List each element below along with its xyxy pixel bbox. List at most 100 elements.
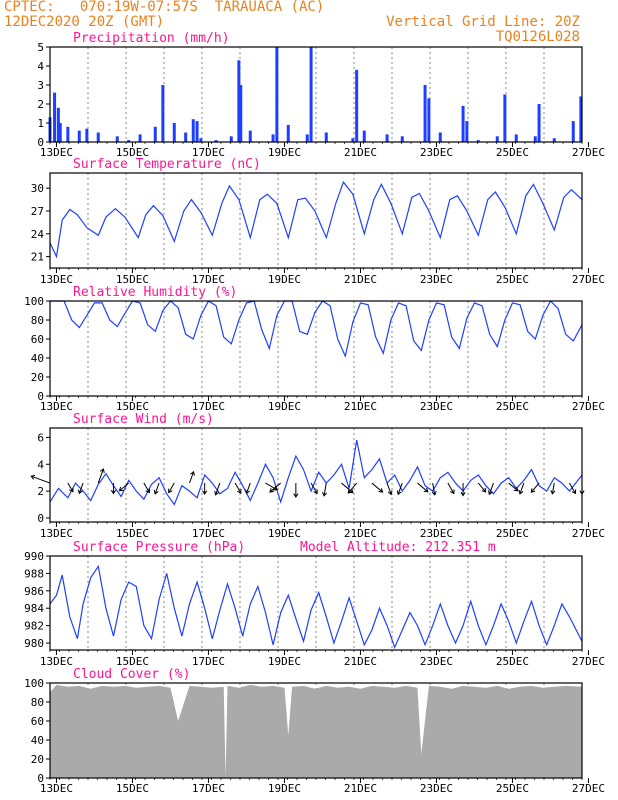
x-tick-label-wind: 25DEC <box>496 527 529 540</box>
x-tick-label-rh: 21DEC <box>344 400 377 413</box>
precip-bar <box>362 130 366 142</box>
y-tick-label-precip: 3 <box>37 79 44 92</box>
panel-cloud <box>46 682 589 783</box>
precip-bar <box>66 126 70 142</box>
wind-arrow <box>488 482 494 495</box>
x-tick-label-temp: 27DEC <box>572 273 605 286</box>
wind-arrow-head <box>488 490 493 496</box>
precip-bar <box>579 96 583 142</box>
wind-arrow <box>234 482 242 494</box>
precip-bar <box>503 94 507 142</box>
panel-temp <box>46 172 589 273</box>
x-tick-label-precip: 21DEC <box>344 146 377 159</box>
series-line-wind <box>49 439 583 506</box>
precip-bar <box>537 104 541 142</box>
precip-bar <box>355 69 359 142</box>
precip-bar <box>96 132 100 142</box>
header-code: TQ0126L028 <box>495 29 580 45</box>
wind-arrow <box>215 482 221 495</box>
y-tick-label-temp: 27 <box>31 205 44 218</box>
x-tick-label-precip: 13DEC <box>40 146 73 159</box>
panel-title-pressure: Surface Pressure (hPa) <box>73 540 245 555</box>
wind-arrow <box>386 482 392 495</box>
x-tick-label-temp: 23DEC <box>420 273 453 286</box>
precip-bar <box>184 132 188 142</box>
wind-arrow <box>447 482 455 494</box>
x-tick-label-precip: 23DEC <box>420 146 453 159</box>
precip-bar <box>229 136 233 142</box>
x-tick-label-cloud: 17DEC <box>192 782 225 795</box>
x-tick-label-pressure: 27DEC <box>572 655 605 668</box>
y-tick-label-rh: 60 <box>31 333 44 346</box>
precip-bar <box>385 134 389 142</box>
y-tick-label-temp: 21 <box>31 251 44 264</box>
x-tick-label-precip: 25DEC <box>496 146 529 159</box>
x-tick-label-pressure: 25DEC <box>496 655 529 668</box>
wind-arrow-head <box>387 490 393 496</box>
wind-arrow-head <box>99 468 105 473</box>
precip-bar <box>427 98 431 142</box>
x-tick-label-wind: 13DEC <box>40 527 73 540</box>
precip-bar <box>172 123 176 142</box>
x-tick-label-temp: 15DEC <box>116 273 149 286</box>
precip-bar <box>286 124 290 142</box>
y-tick-label-pressure: 990 <box>24 550 44 563</box>
precip-bar <box>58 123 62 142</box>
wind-arrow-head <box>322 491 328 497</box>
x-tick-label-cloud: 15DEC <box>116 782 149 795</box>
precip-bar <box>85 128 89 142</box>
x-tick-label-rh: 19DEC <box>268 400 301 413</box>
x-tick-label-rh: 23DEC <box>420 400 453 413</box>
y-tick-label-pressure: 980 <box>24 637 44 650</box>
precip-bar <box>438 132 442 142</box>
wind-arrow-head <box>293 493 299 498</box>
wind-arrow <box>417 482 429 493</box>
x-tick-label-wind: 19DEC <box>268 527 301 540</box>
series-line-temp <box>49 180 583 259</box>
panel-title-rh: Relative Humidity (%) <box>73 285 237 300</box>
wind-arrow <box>371 482 383 493</box>
wind-arrow-head <box>69 487 74 493</box>
panel-precip <box>46 46 589 147</box>
wind-arrow <box>477 482 487 493</box>
wind-arrow-head <box>347 488 353 494</box>
wind-arrow-head <box>118 486 124 492</box>
precip-bar <box>324 132 328 142</box>
wind-arrow <box>246 482 251 494</box>
x-tick-label-temp: 13DEC <box>40 273 73 286</box>
precip-bar <box>127 140 131 142</box>
x-tick-label-pressure: 23DEC <box>420 655 453 668</box>
precip-bar <box>195 121 199 142</box>
x-tick-label-pressure: 17DEC <box>192 655 225 668</box>
x-tick-label-temp: 25DEC <box>496 273 529 286</box>
panel-title-temp: Surface Temperature (nC) <box>73 157 261 172</box>
precip-bar <box>56 107 60 142</box>
wind-arrow <box>341 482 354 494</box>
x-tick-label-temp: 17DEC <box>192 273 225 286</box>
y-tick-label-cloud: 60 <box>31 715 44 728</box>
wind-arrow <box>67 482 74 492</box>
wind-arrow <box>347 482 358 494</box>
wind-arrow-head <box>237 488 242 494</box>
wind-arrow <box>508 482 519 492</box>
wind-arrow <box>551 482 555 494</box>
x-tick-label-rh: 27DEC <box>572 400 605 413</box>
wind-arrow-head <box>168 488 173 494</box>
x-tick-label-rh: 17DEC <box>192 400 225 413</box>
y-tick-label-rh: 80 <box>31 314 44 327</box>
x-tick-label-pressure: 19DEC <box>268 655 301 668</box>
y-tick-label-cloud: 100 <box>24 677 44 690</box>
precip-bar <box>161 85 165 142</box>
y-tick-label-rh: 100 <box>24 295 44 308</box>
precip-bar <box>305 134 309 142</box>
series-line-pressure <box>49 564 583 650</box>
header-grid-note: Vertical Grid Line: 20Z <box>386 14 580 30</box>
panel-rh <box>46 300 589 401</box>
cloud-area <box>50 684 582 778</box>
wind-arrow <box>310 482 318 494</box>
y-tick-label-pressure: 986 <box>24 585 44 598</box>
x-tick-label-pressure: 13DEC <box>40 655 73 668</box>
precip-bar <box>239 85 243 142</box>
panel-title-wind: Surface Wind (m/s) <box>73 412 214 427</box>
panel-title-cloud: Cloud Cover (%) <box>73 667 190 682</box>
